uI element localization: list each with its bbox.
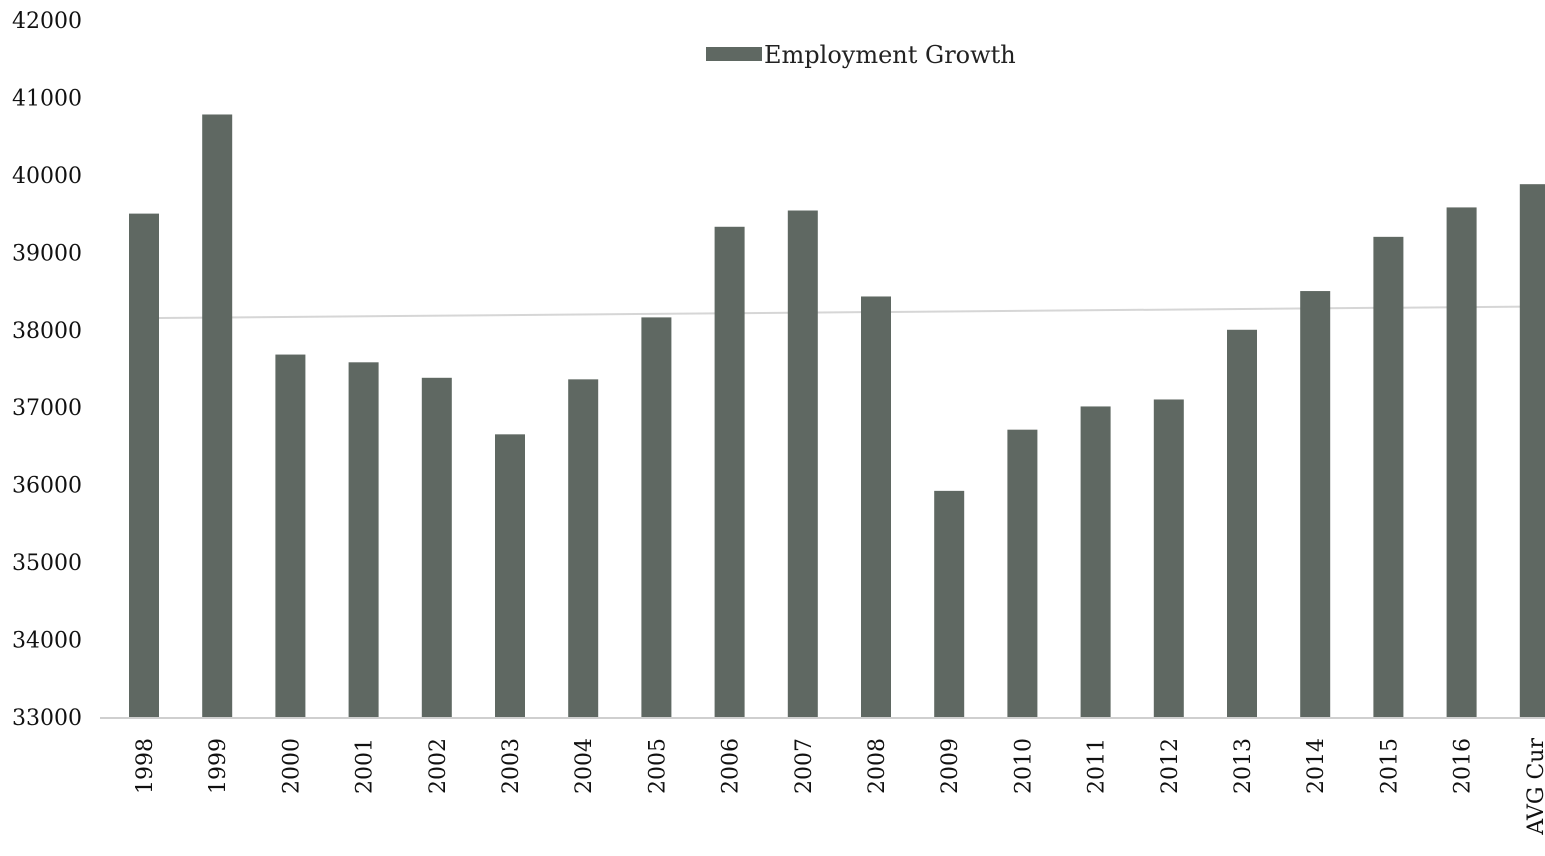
y-tick-label: 34000 <box>12 629 82 654</box>
bar-2003 <box>495 434 525 717</box>
y-tick-label: 39000 <box>12 241 82 266</box>
bar-2007 <box>788 211 818 717</box>
x-category-label: 2014 <box>1304 738 1329 794</box>
y-tick-label: 36000 <box>12 474 82 499</box>
y-tick-label: 33000 <box>12 706 82 731</box>
x-category-label: 2008 <box>865 738 890 794</box>
x-category-label: 2011 <box>1085 738 1110 794</box>
bar-2013 <box>1227 330 1257 717</box>
bar-2001 <box>349 362 379 717</box>
y-tick-label: 41000 <box>12 86 82 111</box>
bar-2000 <box>275 355 305 717</box>
x-category-label: 2002 <box>426 738 451 794</box>
y-tick-label: 37000 <box>12 396 82 421</box>
bar-2012 <box>1154 399 1184 717</box>
y-axis: 33000 34000 35000 36000 37000 38000 39000 40000… <box>12 9 82 731</box>
bar-2005 <box>641 317 671 717</box>
x-category-label: 2005 <box>645 738 670 794</box>
y-tick-label: 42000 <box>12 9 82 34</box>
y-tick-label: 38000 <box>12 319 82 344</box>
x-category-label: 2006 <box>719 738 744 794</box>
bar-2010 <box>1007 430 1037 717</box>
x-category-label: 2016 <box>1451 738 1476 794</box>
x-category-label: AVG Cur <box>1524 738 1545 836</box>
x-category-label: 2012 <box>1158 738 1183 794</box>
x-category-label: 2013 <box>1231 738 1256 794</box>
bar-1998 <box>129 214 159 717</box>
x-category-label: 2010 <box>1011 738 1036 794</box>
bar-2016 <box>1447 207 1477 717</box>
bar-2014 <box>1300 291 1330 717</box>
y-tick-label: 40000 <box>12 164 82 189</box>
bar-2008 <box>861 296 891 717</box>
legend-label: Employment Growth <box>764 41 1016 69</box>
x-category-label: 2009 <box>938 738 963 794</box>
bar-2002 <box>422 378 452 717</box>
x-category-label: 2003 <box>499 738 524 794</box>
x-category-label: 1998 <box>133 738 158 794</box>
legend-swatch <box>706 47 762 61</box>
bar-2015 <box>1373 237 1403 717</box>
x-category-label: 2007 <box>792 738 817 794</box>
bars <box>129 114 1545 717</box>
bar-2011 <box>1081 406 1111 717</box>
x-category-label: 2004 <box>572 738 597 794</box>
y-tick-label: 35000 <box>12 551 82 576</box>
bar-1999 <box>202 114 232 717</box>
bar-avg-cur <box>1520 184 1545 717</box>
x-category-label: 2001 <box>353 738 378 794</box>
bar-2006 <box>715 227 745 717</box>
legend: Employment Growth <box>706 41 1016 69</box>
x-category-label: 1999 <box>206 738 231 794</box>
bar-2004 <box>568 379 598 717</box>
x-category-label: 2015 <box>1377 738 1402 794</box>
x-axis: 1998 1999 2000 2001 2002 2003 2004 2005 2006 2007… <box>100 718 1545 836</box>
bar-2009 <box>934 491 964 717</box>
x-category-label: 2000 <box>279 738 304 794</box>
